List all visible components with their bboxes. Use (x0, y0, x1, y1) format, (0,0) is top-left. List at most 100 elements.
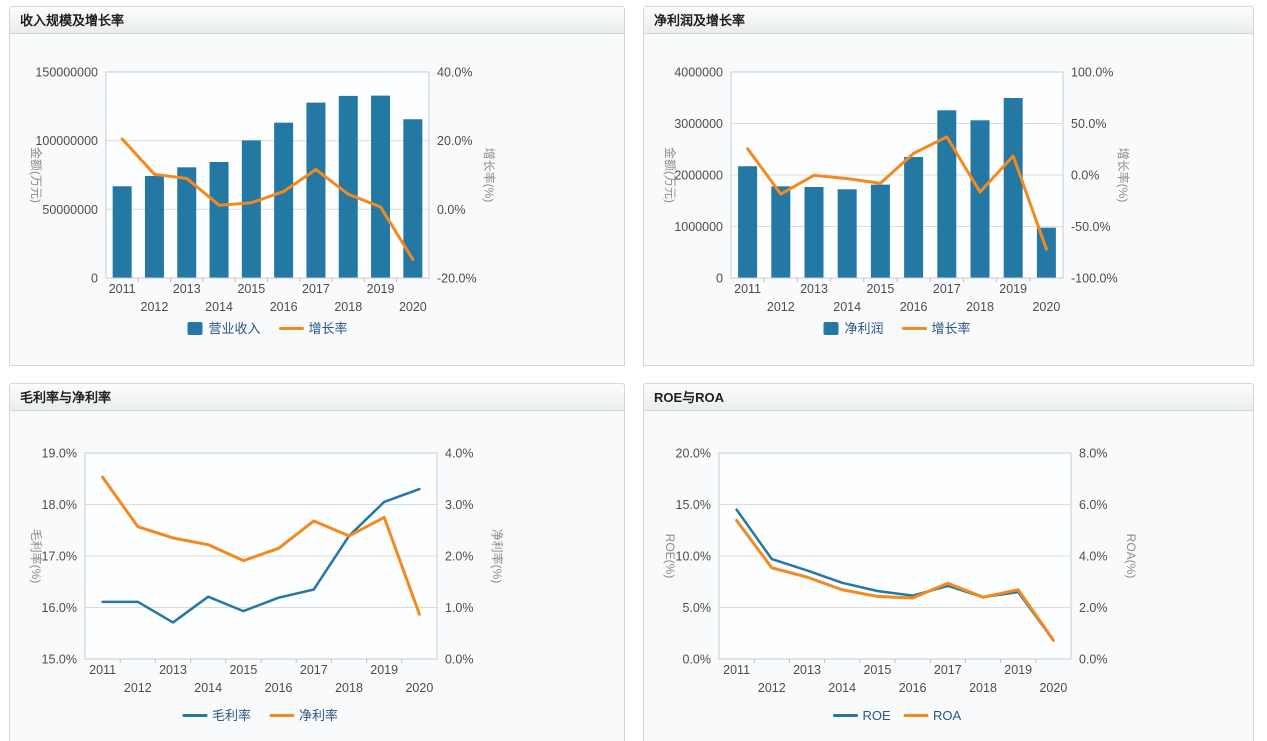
legend-item-roe[interactable]: ROE (833, 708, 892, 723)
bar-revenue-2017[interactable] (306, 102, 326, 278)
panel-header: ROE与ROA (643, 383, 1254, 411)
right-axis-tick-label: 100.0% (1071, 66, 1113, 80)
bar-net-profit-2016[interactable] (904, 156, 924, 278)
right-axis-tick-label: 6.0% (1079, 498, 1108, 512)
x-axis-label-2016: 2016 (265, 681, 293, 695)
left-axis-title: 金额(万元) (29, 147, 44, 203)
x-axis-label-2019: 2019 (370, 663, 398, 677)
legend-item-growth-rate[interactable]: 增长率 (279, 321, 348, 336)
chart-canvas-roe-roa: 0.0% 5.0% 10.0% 15.0% 20.0% 0.0% 2.0% 4.0% 6.0% 8… (663, 447, 1138, 724)
x-axis-label-2016: 2016 (900, 300, 928, 314)
legend-label-net-margin: 净利率 (299, 708, 338, 723)
x-axis-label-2016: 2016 (270, 300, 298, 314)
line-gross-margin[interactable] (101, 487, 421, 624)
left-axis-tick-label: 5.0% (683, 601, 712, 615)
legend-label-growth-rate: 增长率 (309, 321, 348, 336)
legend-item-growth-rate[interactable]: 增长率 (902, 321, 971, 336)
bar-net-profit-2019[interactable] (1003, 98, 1023, 278)
chart-canvas-netprofit-growth: 0 1000000 2000000 3000000 4000000 -100.0% -50.… (663, 66, 1131, 337)
legend-label-gross-margin: 毛利率 (212, 708, 251, 723)
bar-revenue-2012[interactable] (144, 175, 164, 278)
x-axis-label-2012: 2012 (758, 681, 786, 695)
right-axis-tick-label: 3.0% (445, 498, 474, 512)
x-axis-label-2017: 2017 (300, 663, 328, 677)
bar-net-profit-2018[interactable] (970, 120, 990, 278)
left-axis-title: ROE(%) (663, 534, 677, 579)
bar-net-profit-2013[interactable] (804, 186, 824, 278)
x-axis-label-2018: 2018 (969, 681, 997, 695)
bar-revenue-2015[interactable] (241, 140, 261, 278)
legend-item-roa[interactable]: ROA (903, 708, 962, 723)
x-axis-label-2013: 2013 (159, 663, 187, 677)
right-axis-tick-label: 0.0% (1071, 169, 1100, 183)
right-axis-tick-label: -100.0% (1071, 272, 1118, 286)
bar-net-profit-2014[interactable] (837, 189, 857, 278)
panel-title: 净利润及增长率 (654, 13, 746, 28)
left-axis-title: 金额(万元) (663, 147, 678, 203)
left-axis-tick-label: 0 (716, 272, 723, 286)
bar-revenue-2013[interactable] (177, 167, 197, 278)
line-net-margin[interactable] (101, 475, 421, 616)
legend-item-net-profit[interactable]: 净利润 (823, 321, 884, 336)
left-axis-tick-label: 0.0% (683, 653, 712, 667)
x-axis-label-2019: 2019 (999, 282, 1027, 296)
x-axis-label-2011: 2011 (723, 663, 750, 677)
right-axis-title: 增长率(%) (1116, 148, 1131, 203)
legend-swatch-net-profit (823, 322, 839, 335)
x-axis-label-2015: 2015 (863, 663, 891, 677)
right-axis-tick-label: 2.0% (445, 550, 474, 564)
x-axis-label-2018: 2018 (966, 300, 994, 314)
left-axis-tick-label: 15.0% (42, 653, 77, 667)
x-axis-label-2014: 2014 (828, 681, 856, 695)
bar-revenue-2016[interactable] (274, 122, 294, 279)
panel-header: 收入规模及增长率 (9, 6, 625, 34)
bar-net-profit-2017[interactable] (937, 110, 957, 278)
bar-net-profit-2011[interactable] (738, 166, 758, 278)
panel-netprofit-growth: 净利润及增长率 0 1000000 2000000 3000000 4000000 -10… (643, 6, 1254, 368)
left-axis-tick-label: 15.0% (676, 498, 711, 512)
panel-roe-roa: ROE与ROA 0.0% 5.0% 10.0% 15.0% 20.0% 0.0% 2.0% 4… (643, 383, 1254, 741)
panel-body: 0 50000000 100000000 150000000 -20.0% 0.0% 20.… (9, 34, 625, 366)
panel-title: 毛利率与净利率 (20, 390, 112, 405)
x-axis-label-2011: 2011 (89, 663, 116, 677)
line-roa[interactable] (735, 518, 1055, 642)
x-axis-label-2017: 2017 (933, 282, 961, 296)
legend-label-roa: ROA (933, 708, 962, 723)
panel-body: 15.0% 16.0% 17.0% 18.0% 19.0% 0.0% 1.0% 2.0% 3.0… (9, 411, 625, 741)
x-axis-label-2017: 2017 (302, 282, 330, 296)
x-axis-label-2019: 2019 (1004, 663, 1032, 677)
right-axis-tick-label: 50.0% (1071, 117, 1106, 131)
left-axis-tick-label: 0 (91, 272, 98, 286)
bar-revenue-2011[interactable] (112, 186, 132, 278)
left-axis-tick-label: 2000000 (674, 169, 723, 183)
right-axis-title: ROA(%) (1124, 534, 1138, 579)
left-axis-tick-label: 1000000 (674, 220, 723, 234)
x-axis-label-2013: 2013 (800, 282, 828, 296)
legend-item-gross-margin[interactable]: 毛利率 (182, 708, 251, 723)
bar-revenue-2014[interactable] (209, 161, 229, 278)
left-axis-tick-label: 3000000 (674, 117, 723, 131)
bar-net-profit-2012[interactable] (771, 186, 791, 278)
legend-swatch-revenue (187, 322, 203, 335)
legend-item-revenue[interactable]: 营业收入 (187, 321, 261, 336)
x-axis-label-2011: 2011 (109, 282, 136, 296)
line-growth-rate[interactable] (120, 137, 415, 261)
legend-label-revenue: 营业收入 (209, 321, 261, 336)
bar-revenue-2020[interactable] (403, 119, 423, 278)
x-axis-label-2018: 2018 (334, 300, 362, 314)
x-axis-label-2020: 2020 (399, 300, 427, 314)
left-axis-tick-label: 18.0% (42, 498, 77, 512)
bar-net-profit-2020[interactable] (1036, 227, 1056, 278)
right-axis-tick-label: 8.0% (1079, 447, 1108, 461)
legend-label-net-profit: 净利润 (845, 321, 884, 336)
panel-revenue-growth: 收入规模及增长率 0 50000000 100000000 150000000 -20.… (9, 6, 625, 368)
bar-revenue-2018[interactable] (338, 95, 358, 278)
line-growth-rate[interactable] (746, 135, 1048, 251)
bar-net-profit-2015[interactable] (870, 184, 890, 278)
right-axis-title: 增长率(%) (482, 148, 497, 203)
bar-revenue-2019[interactable] (371, 95, 391, 278)
x-axis-label-2015: 2015 (866, 282, 894, 296)
left-axis-tick-label: 17.0% (42, 550, 77, 564)
legend-item-net-margin[interactable]: 净利率 (269, 708, 338, 723)
